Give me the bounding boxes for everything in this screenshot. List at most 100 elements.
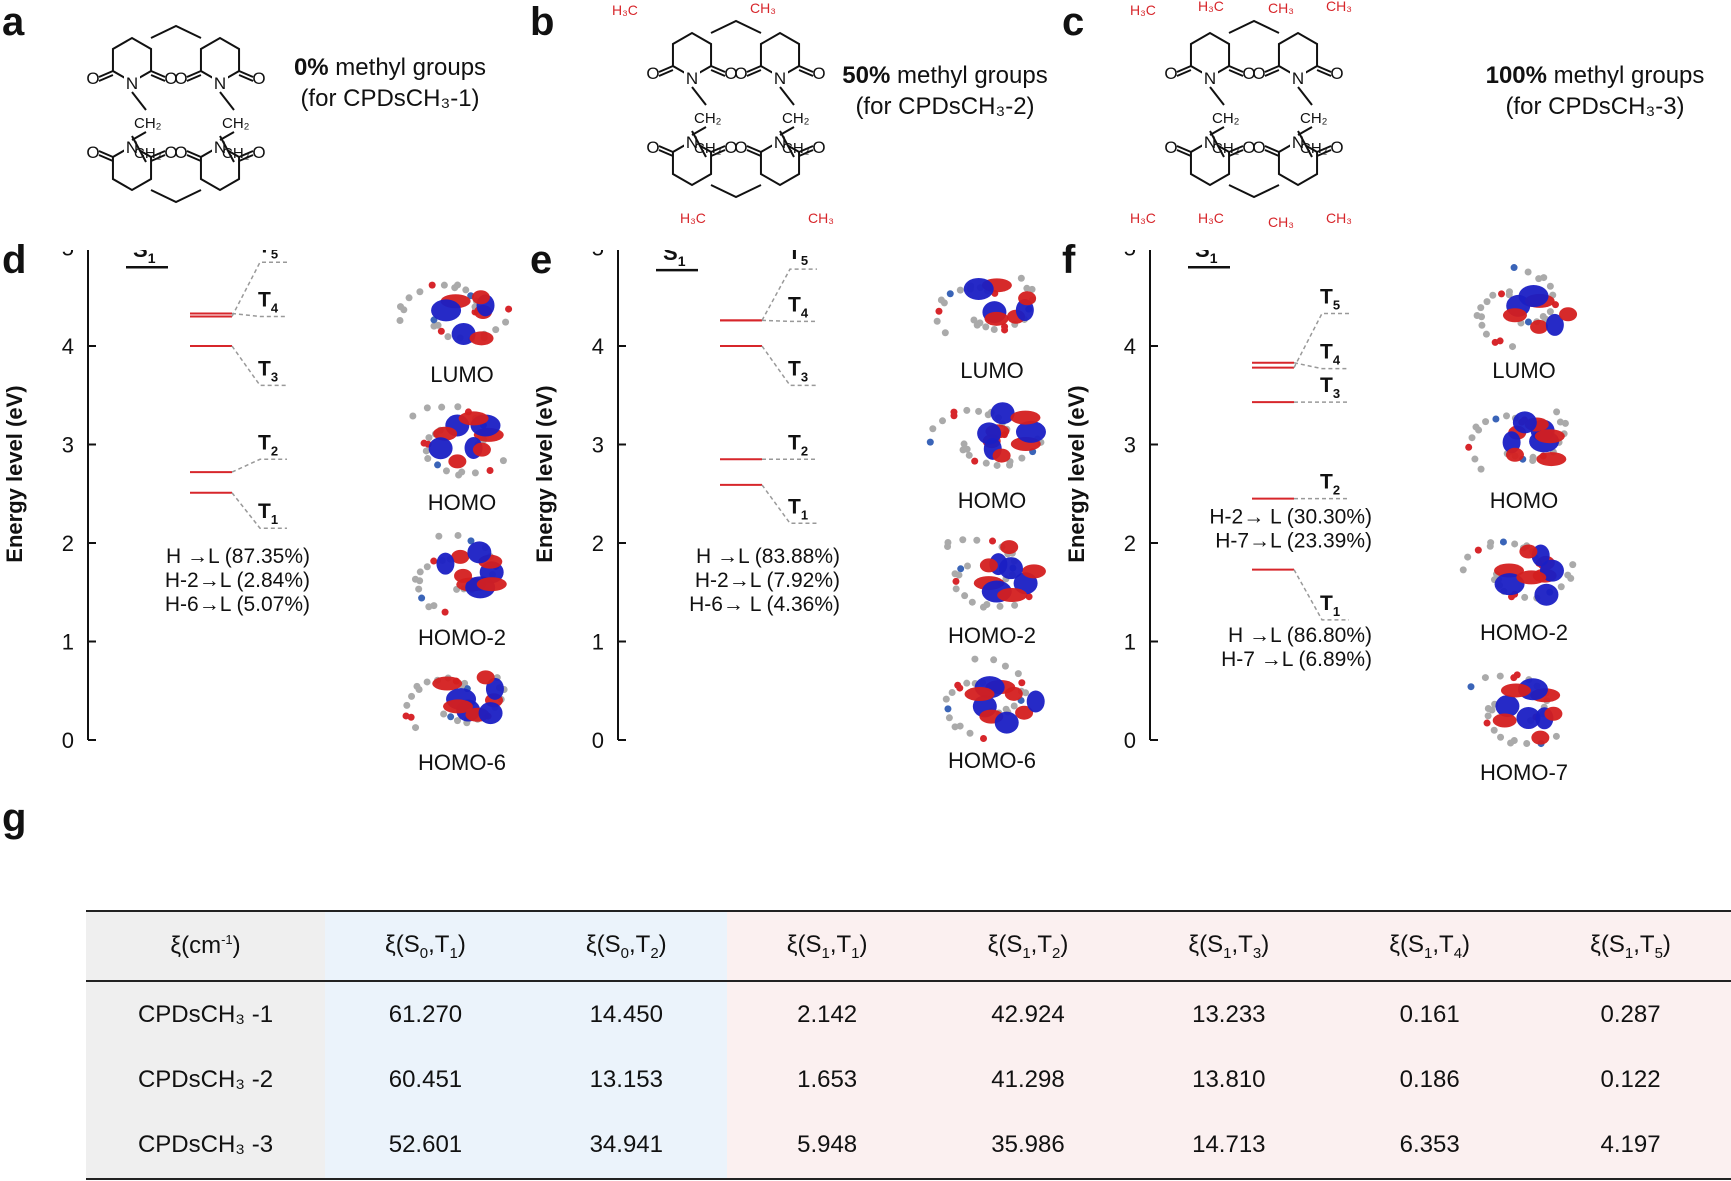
ch2-label: CH₂ [694, 110, 722, 127]
transition-text-t1: H-7 →L (6.89%) [1221, 648, 1372, 671]
connector-T3 [231, 345, 287, 387]
oxygen-atom: O [1164, 64, 1177, 83]
ch3-label: CH₃ [1326, 0, 1352, 14]
atom-sphere [1459, 566, 1467, 574]
atom-sphere [1505, 291, 1513, 299]
orbital-label: HOMO-6 [948, 748, 1036, 773]
nitrogen-atom: N [1204, 69, 1216, 88]
table-cell: 1.653 [726, 1047, 928, 1113]
triplet-label-T3: T3 [1320, 374, 1340, 401]
orbital-homo-6: HOMO-6 [942, 655, 1045, 773]
atom-sphere [966, 729, 974, 737]
atom-sphere [1018, 454, 1026, 462]
orbital-lobe [454, 568, 473, 583]
atom-sphere [423, 563, 431, 571]
y-tick-label: 4 [592, 334, 604, 359]
atom-sphere [945, 714, 953, 722]
y-tick-label: 5 [1124, 250, 1136, 261]
linker-bond [1209, 86, 1225, 106]
atom-sphere [505, 305, 513, 313]
orbital-lobe [1531, 730, 1550, 745]
atom-sphere [1557, 583, 1565, 591]
atom-sphere [956, 286, 964, 294]
atom-sphere [1018, 679, 1026, 687]
atom-sphere [438, 403, 446, 411]
oxygen-atom: O [164, 69, 177, 88]
atom-sphere [1477, 304, 1485, 312]
atom-sphere [1489, 291, 1497, 299]
atom-sphere [454, 403, 462, 411]
carbonyl-bond [658, 69, 674, 77]
nitrogen-atom: N [774, 69, 786, 88]
atom-sphere [956, 722, 964, 730]
caption-b-sub: (for CPDsCH₃-2) [855, 93, 1035, 121]
atom-sphere [1521, 593, 1529, 601]
transition-text: H-6→ L (4.36%) [689, 593, 840, 616]
atom-sphere [418, 594, 426, 602]
orbital-lobe [1494, 563, 1525, 578]
orbital-label: HOMO-2 [948, 623, 1036, 648]
oxygen-atom: O [252, 143, 265, 162]
y-tick-label: 4 [1124, 334, 1136, 359]
atom-sphere [1523, 739, 1531, 747]
orbital-lobe [998, 557, 1023, 580]
table-cell: CPDsCH₃ -1 [86, 981, 326, 1048]
carbonyl-bond [1176, 65, 1192, 73]
table-cell: 4.197 [1530, 1112, 1731, 1179]
carbonyl-bond [1264, 145, 1280, 153]
orbital-label: LUMO [960, 358, 1024, 383]
table-cell: 52.601 [325, 1112, 526, 1179]
atom-sphere [1524, 268, 1532, 276]
h3c-label: H₃C [680, 210, 706, 226]
atom-sphere [1499, 538, 1507, 546]
oxygen-atom: O [1164, 138, 1177, 157]
connector-T4 [761, 319, 817, 323]
energy-diagram-d: 0 1 2 3 4 5 Energy level (eV) S1 T1 T2 T3 T4 T5 H →L … [2, 250, 513, 775]
transition-text: H →L (83.88%) [696, 545, 840, 568]
y-tick-label: 0 [62, 728, 74, 753]
atom-sphere [502, 318, 510, 326]
table-cell: 61.270 [325, 981, 526, 1048]
n-bg [212, 136, 228, 154]
atom-sphere [440, 281, 448, 289]
carbonyl-bond [150, 74, 166, 82]
atom-sphere [1496, 337, 1504, 345]
ch3-label: CH₃ [750, 0, 776, 16]
table-header: ξ(S0,T1) [325, 911, 526, 981]
orbital-lobe [963, 277, 994, 300]
h3c-label: H₃C [1130, 2, 1156, 18]
orbital-lobe [472, 442, 491, 457]
atom-sphere [939, 417, 947, 425]
carbonyl-bond [1228, 69, 1244, 77]
y-tick-label: 3 [62, 433, 74, 458]
h3c-label: H₃C [1130, 210, 1156, 226]
orbital-lobe [990, 402, 1015, 425]
orbital-lobe [451, 322, 476, 345]
carbonyl-bond [658, 145, 674, 153]
atom-sphere [1524, 318, 1532, 326]
atom-sphere [1483, 719, 1491, 727]
atom-sphere [982, 459, 990, 467]
carbonyl-bond [798, 65, 814, 73]
orbital-lobe [992, 448, 1011, 463]
atom-sphere [983, 600, 991, 608]
y-tick-label: 2 [62, 531, 74, 556]
atom-sphere [963, 406, 971, 414]
orbital-lobe [1505, 447, 1524, 462]
bridge-bond [710, 184, 762, 199]
linker-bond [131, 91, 147, 111]
table-header-row: ξ(cm-1) ξ(S0,T1) ξ(S0,T2) ξ(S1,T1) ξ(S1,… [86, 911, 1731, 981]
carbonyl-bond [710, 69, 726, 77]
atom-sphere [400, 306, 408, 314]
orbital-lobe [1518, 285, 1549, 308]
orbital-lumo: LUMO [396, 281, 513, 387]
carbonyl-bond [1228, 65, 1244, 73]
triplet-label-T2: T2 [258, 431, 278, 458]
atom-sphere [435, 532, 443, 540]
oxygen-atom: O [724, 138, 737, 157]
atom-sphere [1535, 275, 1543, 283]
y-tick-label: 1 [1124, 630, 1136, 655]
n-bg [1202, 131, 1218, 149]
table-cell: 34.941 [525, 1112, 727, 1179]
